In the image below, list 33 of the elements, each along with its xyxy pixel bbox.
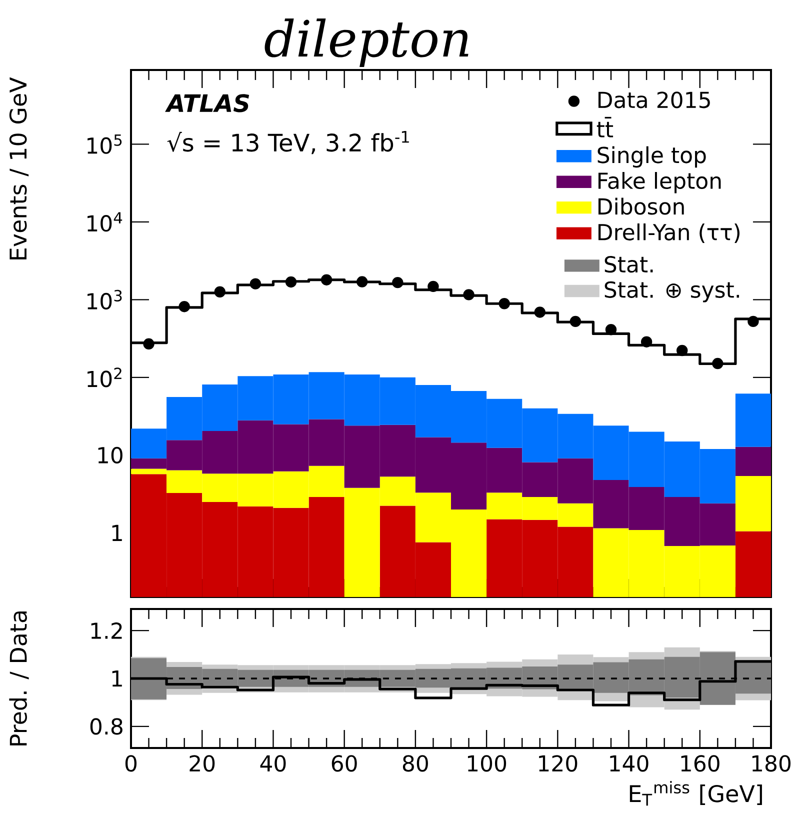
y-tick-label: 1 [112, 524, 122, 541]
legend-label: tt̄ [596, 116, 614, 138]
x-tick-label: 60 [332, 755, 357, 772]
x-tick-label: 100 [468, 755, 506, 772]
legend-label: Drell-Yan (ττ) [598, 223, 740, 244]
y-tick-label: 0.8 [90, 718, 122, 735]
y-tick-label: 1.2 [91, 622, 122, 639]
annotation: √s = 13 TeV, 3.2 fb$^{-1}$ [167, 131, 409, 154]
y-tick-label: 10$^{5}$ [88, 134, 122, 154]
y-tick-label: 10$^{4}$ [88, 212, 122, 232]
legend-label: Fake lepton [598, 172, 721, 194]
annotation: ATLAS [165, 94, 250, 112]
x-tick-label: 0 [125, 755, 137, 772]
chart-title: dilepton [264, 18, 468, 67]
x-axis-title: E$_{T}$$^{miss}$ [GeV] [630, 781, 762, 806]
x-tick-label: 140 [610, 755, 648, 772]
y-tick-label: 10$^{3}$ [88, 290, 122, 310]
x-tick-label: 20 [190, 755, 215, 772]
y-axis-title: Pred. / Data [9, 611, 29, 746]
y-tick-label: 1 [112, 670, 122, 687]
x-tick-label: 40 [260, 755, 286, 772]
legend-label: Diboson [598, 198, 684, 215]
y-axis-title: Events / 10 GeV [9, 77, 29, 260]
y-tick-label: 10 [98, 446, 122, 464]
legend-label: Stat. ⊕ syst. [604, 281, 740, 302]
x-tick-label: 180 [752, 755, 791, 772]
x-tick-label: 80 [402, 755, 428, 772]
x-tick-label: 120 [539, 755, 578, 772]
y-tick-label: 10$^{2}$ [88, 368, 122, 388]
legend-label: Single top [598, 146, 706, 168]
legend-label: Stat. [604, 256, 653, 273]
legend-label: Data 2015 [598, 92, 710, 108]
x-tick-label: 160 [681, 755, 720, 772]
